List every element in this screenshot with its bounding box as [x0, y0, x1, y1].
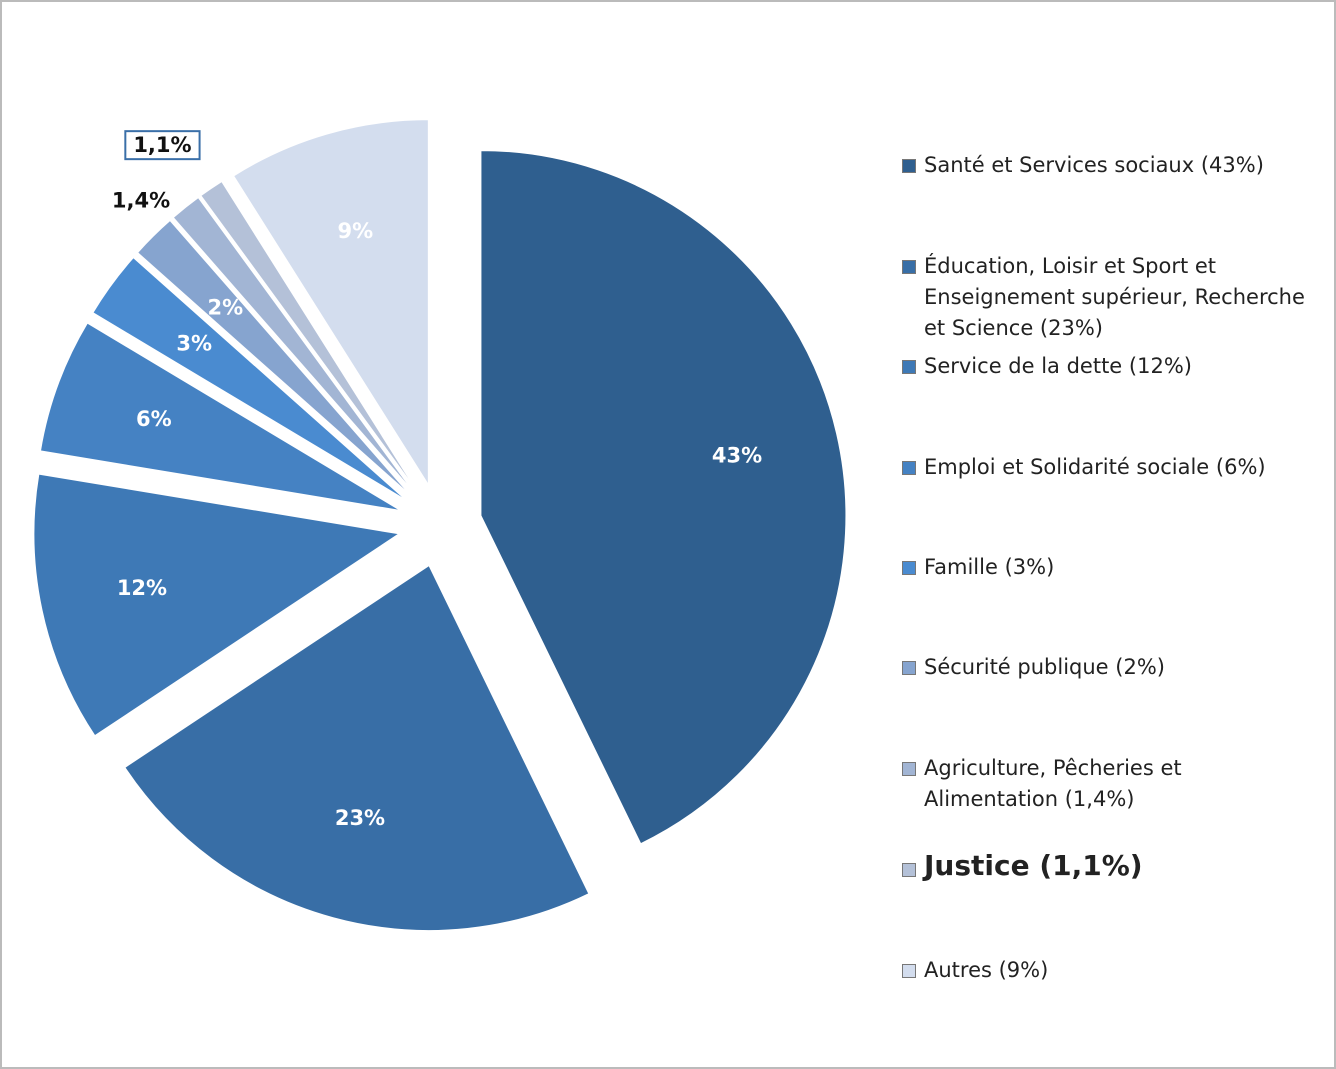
- legend-entry: Sécurité publique (2%): [900, 652, 1320, 683]
- legend-entry: Service de la dette (12%): [900, 351, 1320, 382]
- legend-label: Famille (3%): [924, 555, 1055, 579]
- data-label: 1,4%: [112, 189, 170, 213]
- pie-slice: [39, 322, 401, 512]
- legend-swatch: [902, 762, 916, 776]
- legend-swatch: [902, 360, 916, 374]
- data-label: 9%: [338, 219, 374, 243]
- legend-label: Service de la dette (12%): [924, 354, 1192, 378]
- legend-label: Éducation, Loisir et Sport et Enseigneme…: [924, 254, 1305, 340]
- pie-slice: [480, 150, 847, 845]
- legend-swatch: [902, 863, 916, 877]
- legend-swatch: [902, 964, 916, 978]
- data-label: 6%: [136, 407, 172, 431]
- data-label: 2%: [207, 296, 243, 320]
- legend-entry: Emploi et Solidarité sociale (6%): [900, 452, 1320, 483]
- legend-label: Autres (9%): [924, 958, 1049, 982]
- data-label: 1,1%: [133, 133, 191, 157]
- legend-swatch: [902, 461, 916, 475]
- data-label: 43%: [712, 444, 762, 468]
- legend-entry: Famille (3%): [900, 552, 1320, 583]
- legend-label: Santé et Services sociaux (43%): [924, 153, 1264, 177]
- pie-slice: [136, 219, 411, 496]
- legend-entry: Justice (1,1%): [900, 850, 1320, 881]
- pie-slice: [172, 196, 415, 493]
- legend-entry: Santé et Services sociaux (43%): [900, 150, 1320, 181]
- pie-slice: [33, 473, 401, 737]
- legend-swatch: [902, 561, 916, 575]
- data-label: 12%: [117, 576, 167, 600]
- label-box: [124, 130, 201, 161]
- legend-label: Justice (1,1%): [924, 849, 1143, 882]
- legend-entry: Agriculture, Pêcheries et Alimentation (…: [900, 753, 1320, 815]
- legend-swatch: [902, 661, 916, 675]
- legend-label: Agriculture, Pêcheries et Alimentation (…: [924, 756, 1182, 811]
- data-label: 23%: [335, 806, 385, 830]
- pie-slice: [92, 256, 407, 501]
- legend-label: Sécurité publique (2%): [924, 655, 1165, 679]
- legend-entry: Éducation, Loisir et Sport et Enseigneme…: [900, 251, 1320, 344]
- legend-swatch: [902, 260, 916, 274]
- data-label: 3%: [176, 332, 212, 356]
- pie-slice: [124, 564, 590, 931]
- legend-entry: Autres (9%): [900, 955, 1320, 986]
- pie-slice: [200, 180, 417, 491]
- legend-label: Emploi et Solidarité sociale (6%): [924, 455, 1266, 479]
- pie-slice: [232, 119, 429, 487]
- legend-swatch: [902, 159, 916, 173]
